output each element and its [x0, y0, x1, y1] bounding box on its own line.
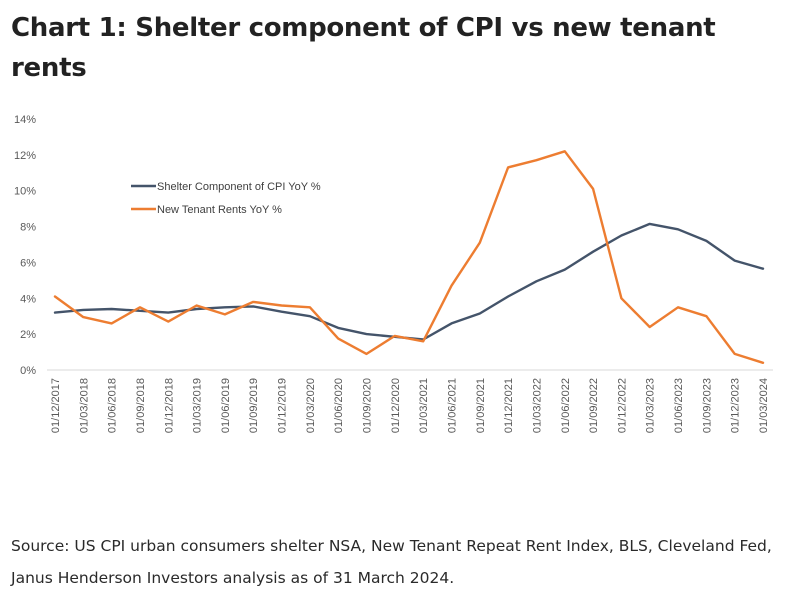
x-tick-label: 01/09/2022: [588, 378, 600, 433]
x-tick-label: 01/09/2023: [701, 378, 713, 433]
x-tick-label: 01/03/2022: [531, 378, 543, 433]
x-tick-label: 01/03/2023: [645, 378, 657, 433]
legend-label-shelter: Shelter Component of CPI YoY %: [157, 181, 321, 193]
source-note: Source: US CPI urban consumers shelter N…: [11, 537, 772, 587]
x-tick-label: 01/03/2020: [305, 378, 317, 433]
x-tick-label: 01/12/2020: [390, 378, 402, 433]
x-tick-label: 01/09/2019: [248, 378, 260, 433]
x-tick-label: 01/06/2018: [107, 378, 119, 433]
x-tick-label: 01/06/2019: [220, 378, 232, 433]
y-tick-label: 4%: [20, 293, 36, 305]
x-tick-label: 01/12/2017: [50, 378, 62, 433]
x-tick-label: 01/09/2021: [475, 378, 487, 433]
x-tick-label: 01/03/2021: [418, 378, 430, 433]
x-tick-label: 01/09/2020: [362, 378, 374, 433]
x-tick-label: 01/03/2018: [78, 378, 90, 433]
x-tick-label: 01/03/2019: [192, 378, 204, 433]
y-tick-label: 12%: [14, 150, 36, 162]
x-tick-label: 01/06/2022: [560, 378, 572, 433]
x-tick-label: 01/03/2024: [758, 378, 770, 433]
x-axis: 01/12/2017 01/03/2018 01/06/2018 01/09/2018…: [50, 378, 770, 433]
x-tick-label: 01/06/2020: [333, 378, 345, 433]
y-tick-label: 2%: [20, 329, 36, 341]
x-tick-label: 01/12/2022: [616, 378, 628, 433]
x-tick-label: 01/12/2023: [730, 378, 742, 433]
line-chart: 0% 2% 4% 6% 8% 10% 12% 14% 01/12/2017 01/03/2018…: [14, 114, 773, 433]
chart-title: Chart 1: Shelter component of CPI vs new…: [11, 13, 716, 83]
x-tick-label: 01/12/2019: [277, 378, 289, 433]
y-tick-label: 0%: [20, 365, 36, 377]
y-tick-label: 8%: [20, 222, 36, 234]
x-tick-label: 01/12/2018: [163, 378, 175, 433]
x-tick-label: 01/09/2018: [135, 378, 147, 433]
x-tick-label: 01/12/2021: [503, 378, 515, 433]
legend-label-new-tenant: New Tenant Rents YoY %: [157, 204, 282, 216]
y-axis: 0% 2% 4% 6% 8% 10% 12% 14%: [14, 114, 36, 377]
new-tenant-rents-line: [53, 150, 765, 364]
x-tick-label: 01/06/2023: [673, 378, 685, 433]
y-tick-label: 10%: [14, 186, 36, 198]
y-tick-label: 6%: [20, 257, 36, 269]
x-tick-label: 01/06/2021: [446, 378, 458, 433]
y-tick-label: 14%: [14, 114, 36, 126]
legend: Shelter Component of CPI YoY % New Tenant…: [131, 181, 321, 216]
series-group: [53, 150, 765, 364]
